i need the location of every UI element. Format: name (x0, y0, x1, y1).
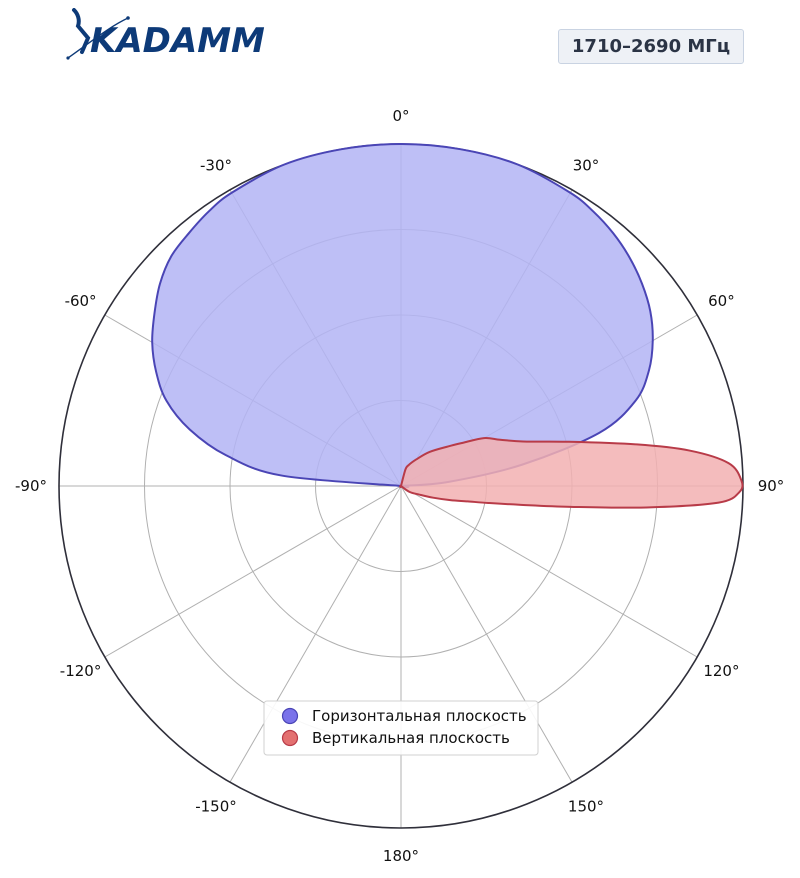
company-logo: KADAMM (66, 8, 266, 60)
legend-marker (281, 729, 299, 747)
angular-tick-label: -150° (195, 797, 237, 815)
legend-label: Вертикальная плоскость (312, 729, 510, 747)
angular-tick-label: 60° (708, 292, 735, 310)
angular-tick-label: -30° (200, 157, 232, 175)
angular-tick-label: 180° (383, 847, 419, 865)
series-horizontal (151, 143, 654, 488)
series-area (399, 437, 744, 509)
angular-tick-label: 150° (568, 797, 604, 815)
logo-wordmark: KADAMM (90, 21, 265, 61)
angular-tick-label: 30° (573, 157, 600, 175)
angular-tick-label: 90° (758, 477, 785, 495)
legend-label: Горизонтальная плоскость (312, 707, 527, 725)
legend-marker (281, 707, 299, 725)
series-vertical (399, 437, 744, 509)
angular-tick-label: 120° (703, 662, 739, 680)
legend-box (263, 700, 539, 756)
logo-swoosh-icon (66, 8, 130, 60)
angular-tick-label: -60° (65, 292, 97, 310)
angular-tick-label: -90° (15, 477, 47, 495)
series-layer (151, 143, 744, 509)
angular-tick-label: 0° (392, 107, 409, 125)
series-area (151, 143, 654, 488)
angular-tick-label: -120° (60, 662, 102, 680)
legend: Горизонтальная плоскость Вертикальная пло… (263, 700, 539, 756)
frequency-badge: 1710–2690 МГц (558, 29, 744, 64)
angular-tick-labels: 0° 30° 60° 90° 120° 150° 180° -150° -120° -90° -60… (15, 107, 784, 865)
